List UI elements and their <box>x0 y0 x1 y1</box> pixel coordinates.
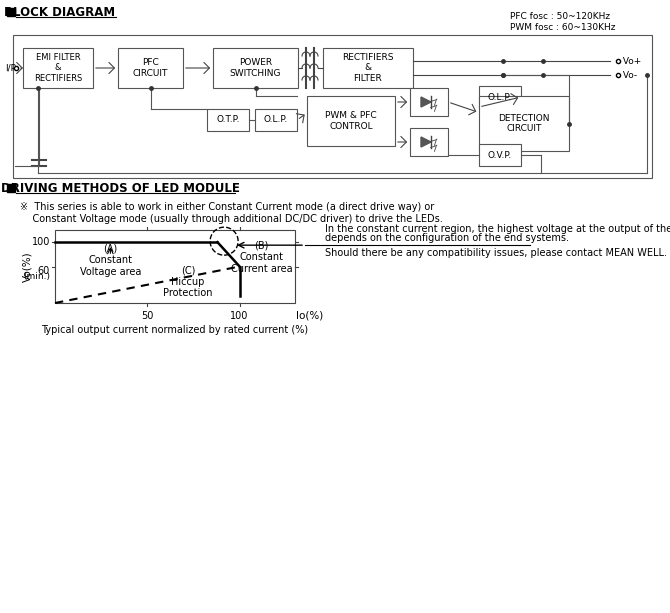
Text: PFC
CIRCUIT: PFC CIRCUIT <box>133 58 168 78</box>
Text: DETECTION
CIRCUIT: DETECTION CIRCUIT <box>498 114 550 133</box>
Bar <box>255 109 297 131</box>
Bar <box>213 48 298 88</box>
Bar <box>323 48 413 88</box>
Text: (B)
Constant
Current area: (B) Constant Current area <box>231 241 293 274</box>
Polygon shape <box>421 97 431 107</box>
Text: (C)
Hiccup
Protection: (C) Hiccup Protection <box>163 265 212 299</box>
Polygon shape <box>421 137 431 147</box>
Text: Typical output current normalized by rated current (%): Typical output current normalized by rat… <box>42 325 309 335</box>
Text: Io(%): Io(%) <box>296 311 324 321</box>
Bar <box>307 96 395 146</box>
Text: EMI FILTER
&
RECTIFIERS: EMI FILTER & RECTIFIERS <box>34 53 82 83</box>
Text: O.T.P.: O.T.P. <box>216 115 240 124</box>
Text: In the constant current region, the highest voltage at the output of the driver: In the constant current region, the high… <box>325 224 670 234</box>
Text: Vo-: Vo- <box>620 70 637 80</box>
Bar <box>23 48 93 88</box>
Text: Vo+: Vo+ <box>620 56 641 66</box>
Bar <box>479 144 521 166</box>
Bar <box>7 184 15 192</box>
Text: RECTIFIERS
&
FILTER: RECTIFIERS & FILTER <box>342 53 394 83</box>
Text: O.L.P.: O.L.P. <box>488 93 512 102</box>
Text: (A)
Constant
Voltage area: (A) Constant Voltage area <box>80 244 141 277</box>
Bar <box>118 48 183 88</box>
Bar <box>479 86 521 108</box>
Text: O.L.P.: O.L.P. <box>264 115 288 124</box>
Text: O.V.P.: O.V.P. <box>488 151 512 159</box>
Text: (min.): (min.) <box>23 272 50 281</box>
Text: depends on the configuration of the end systems.: depends on the configuration of the end … <box>325 233 569 243</box>
Bar <box>55 230 295 303</box>
Bar <box>479 96 569 151</box>
Text: BLOCK DIAGRAM: BLOCK DIAGRAM <box>5 6 115 18</box>
Text: DRIVING METHODS OF LED MODULE: DRIVING METHODS OF LED MODULE <box>1 181 239 194</box>
Bar <box>410 128 448 156</box>
Text: PWM & PFC
CONTROL: PWM & PFC CONTROL <box>325 112 377 131</box>
Text: Vo(%): Vo(%) <box>22 251 32 282</box>
Text: POWER
SWITCHING: POWER SWITCHING <box>230 58 281 78</box>
Bar <box>13 35 652 178</box>
Text: ※  This series is able to work in either Constant Current mode (a direct drive w: ※ This series is able to work in either … <box>20 202 443 224</box>
Text: 60: 60 <box>38 265 50 275</box>
Bar <box>7 8 15 16</box>
Bar <box>207 109 249 131</box>
Text: I/P: I/P <box>5 64 16 72</box>
Text: 100: 100 <box>230 311 249 321</box>
Text: Should there be any compatibility issues, please contact MEAN WELL.: Should there be any compatibility issues… <box>325 248 667 258</box>
Text: PFC fosc : 50~120KHz
PWM fosc : 60~130KHz: PFC fosc : 50~120KHz PWM fosc : 60~130KH… <box>510 12 616 32</box>
Text: 50: 50 <box>141 311 153 321</box>
Text: 100: 100 <box>31 237 50 247</box>
Bar <box>410 88 448 116</box>
